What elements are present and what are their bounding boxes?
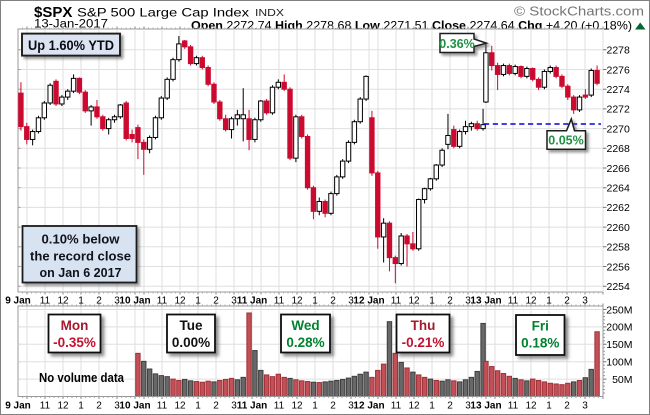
svg-text:2: 2	[564, 401, 570, 412]
svg-text:150M: 150M	[606, 339, 632, 351]
svg-text:11 Jan: 11 Jan	[237, 401, 268, 412]
svg-text:12: 12	[291, 296, 303, 307]
svg-text:12: 12	[291, 401, 303, 412]
svg-text:12: 12	[525, 401, 537, 412]
svg-text:3: 3	[348, 401, 354, 412]
svg-text:2: 2	[213, 401, 219, 412]
svg-text:© StockCharts.com: © StockCharts.com	[514, 5, 644, 19]
svg-text:2: 2	[213, 296, 219, 307]
svg-text:12: 12	[408, 401, 420, 412]
svg-text:0.36%: 0.36%	[439, 37, 474, 51]
svg-text:12: 12	[57, 296, 69, 307]
svg-text:Thu: Thu	[411, 318, 436, 333]
svg-text:-0.35%: -0.35%	[53, 335, 96, 350]
svg-text:2266: 2266	[607, 163, 631, 175]
svg-text:2254: 2254	[607, 281, 631, 293]
svg-text:3: 3	[114, 401, 120, 412]
svg-text:13 Jan: 13 Jan	[470, 401, 501, 412]
svg-text:1: 1	[429, 296, 435, 307]
svg-text:3: 3	[465, 296, 471, 307]
svg-text:2: 2	[330, 401, 336, 412]
svg-text:2272: 2272	[607, 104, 631, 116]
svg-text:1: 1	[78, 401, 84, 412]
svg-text:11: 11	[391, 296, 402, 307]
svg-text:1: 1	[312, 296, 318, 307]
svg-text:12: 12	[174, 296, 186, 307]
svg-text:3: 3	[114, 296, 120, 307]
svg-text:2: 2	[330, 296, 336, 307]
svg-text:2264: 2264	[607, 183, 631, 195]
svg-text:11: 11	[508, 401, 519, 412]
svg-text:0.18%: 0.18%	[521, 336, 559, 351]
svg-text:3: 3	[582, 401, 588, 412]
svg-text:11: 11	[40, 296, 51, 307]
svg-text:2268: 2268	[607, 143, 631, 155]
svg-text:2274: 2274	[607, 84, 631, 96]
svg-text:11: 11	[274, 401, 285, 412]
svg-text:11: 11	[274, 296, 285, 307]
svg-text:S&P 500 Large Cap Index: S&P 500 Large Cap Index	[77, 6, 249, 20]
svg-text:No volume data: No volume data	[39, 370, 125, 385]
svg-text:3: 3	[231, 296, 237, 307]
svg-text:on Jan 6 2017: on Jan 6 2017	[40, 265, 122, 280]
svg-text:2: 2	[447, 296, 453, 307]
svg-text:the record close: the record close	[30, 249, 131, 264]
svg-text:3: 3	[231, 401, 237, 412]
svg-text:0.05%: 0.05%	[548, 134, 583, 148]
svg-text:2278: 2278	[607, 45, 631, 57]
svg-text:11: 11	[508, 296, 519, 307]
svg-text:Up 1.60% YTD: Up 1.60% YTD	[28, 37, 114, 53]
svg-text:2260: 2260	[607, 222, 631, 234]
svg-text:12: 12	[408, 296, 420, 307]
svg-text:11: 11	[391, 401, 402, 412]
svg-text:1: 1	[195, 296, 201, 307]
svg-text:0.28%: 0.28%	[286, 335, 324, 350]
svg-text:3: 3	[582, 296, 588, 307]
svg-text:100M: 100M	[606, 357, 632, 369]
svg-text:200M: 200M	[606, 322, 632, 334]
svg-text:2258: 2258	[607, 242, 631, 254]
svg-text:12 Jan: 12 Jan	[353, 296, 384, 307]
svg-text:13 Jan: 13 Jan	[470, 296, 501, 307]
svg-text:Wed: Wed	[291, 318, 319, 333]
svg-text:Tue: Tue	[180, 318, 203, 333]
svg-text:250M: 250M	[606, 304, 632, 316]
svg-text:9 Jan: 9 Jan	[5, 296, 31, 307]
svg-text:50M: 50M	[612, 374, 632, 386]
svg-text:1: 1	[78, 296, 84, 307]
svg-text:1: 1	[546, 401, 552, 412]
svg-text:$SPX: $SPX	[34, 4, 72, 21]
svg-text:2: 2	[96, 296, 102, 307]
svg-text:12: 12	[174, 401, 186, 412]
svg-text:2270: 2270	[607, 123, 631, 135]
svg-text:11: 11	[157, 296, 168, 307]
svg-text:10 Jan: 10 Jan	[119, 401, 150, 412]
svg-text:2256: 2256	[607, 261, 631, 273]
svg-text:9 Jan: 9 Jan	[5, 401, 31, 412]
svg-text:11 Jan: 11 Jan	[237, 296, 268, 307]
svg-text:-0.21%: -0.21%	[402, 335, 445, 350]
svg-text:12 Jan: 12 Jan	[353, 401, 384, 412]
svg-text:2: 2	[447, 401, 453, 412]
svg-text:1: 1	[195, 401, 201, 412]
svg-text:2: 2	[96, 401, 102, 412]
svg-text:1: 1	[546, 296, 552, 307]
svg-text:2: 2	[564, 296, 570, 307]
svg-text:11: 11	[40, 401, 51, 412]
svg-text:0.10% below: 0.10% below	[42, 232, 121, 247]
svg-text:2262: 2262	[607, 202, 631, 214]
svg-text:INDX: INDX	[255, 8, 284, 19]
svg-text:2276: 2276	[607, 64, 631, 76]
svg-text:11: 11	[157, 401, 168, 412]
svg-text:1: 1	[429, 401, 435, 412]
svg-text:10 Jan: 10 Jan	[119, 296, 150, 307]
svg-text:Fri: Fri	[532, 319, 549, 334]
svg-text:1: 1	[312, 401, 318, 412]
svg-text:12: 12	[57, 401, 69, 412]
svg-text:0.00%: 0.00%	[172, 335, 210, 350]
svg-text:12: 12	[525, 296, 537, 307]
svg-text:Mon: Mon	[61, 318, 89, 333]
svg-text:3: 3	[465, 401, 471, 412]
svg-text:3: 3	[348, 296, 354, 307]
